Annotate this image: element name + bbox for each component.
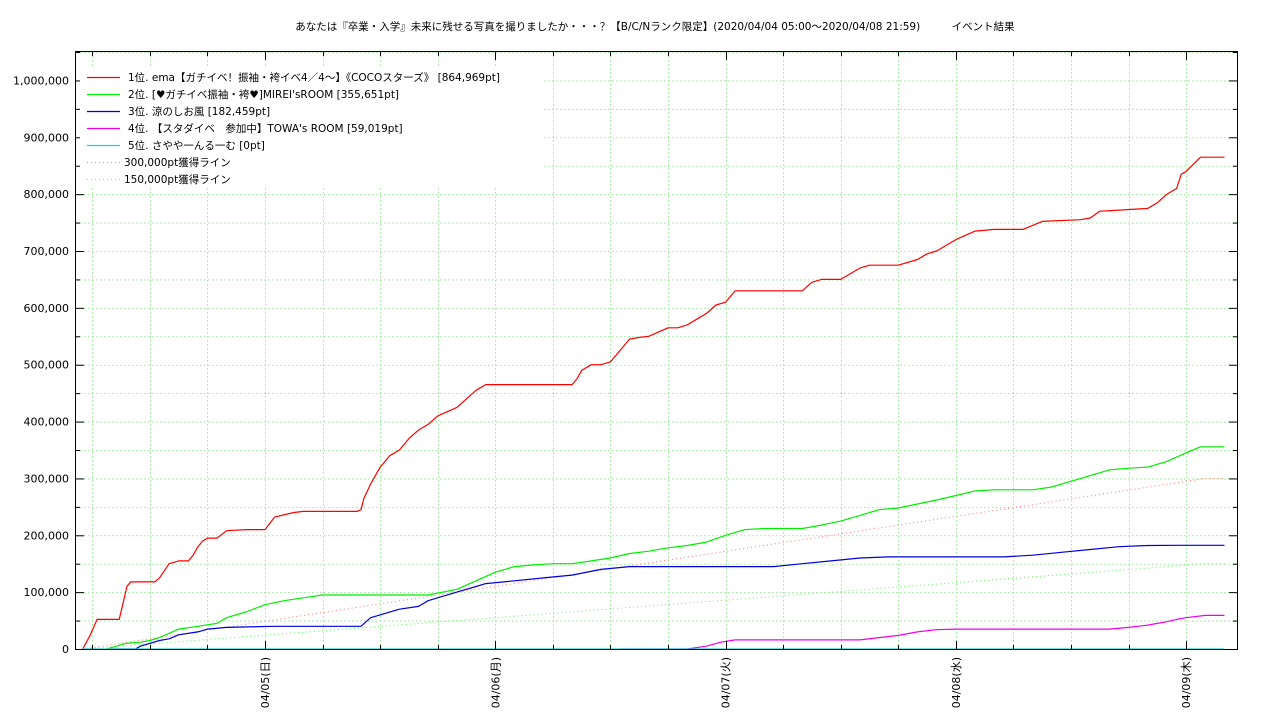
legend-entry: 300,000pt獲得ライン <box>124 156 231 169</box>
legend: 1位. ema【ガチイベ！振袖・袴イベ4／4〜】《COCOスターズ》 [864,… <box>80 66 544 188</box>
reference-lines <box>82 477 1225 650</box>
x-tick-label: 04/08(水) <box>950 657 963 708</box>
legend-entry: 1位. ema【ガチイベ！振袖・袴イベ4／4〜】《COCOスターズ》 [864,… <box>128 71 500 84</box>
legend-entry: 5位. さやや一んる一む [0pt] <box>128 139 265 152</box>
series-line-3 <box>111 544 1225 650</box>
y-tick-label: 900,000 <box>24 131 70 144</box>
legend-background <box>80 66 544 188</box>
x-tick-label: 04/06(月) <box>489 657 502 708</box>
y-tick-label: 200,000 <box>24 529 70 542</box>
y-tick-label: 700,000 <box>24 245 70 258</box>
series-line-6 <box>82 477 1225 650</box>
x-tick-label: 04/07(火) <box>720 657 733 708</box>
axes: 0 100,000 200,000 300,000 400,000 500,000 600,… <box>13 52 1237 708</box>
x-tick-label: 04/09(木) <box>1180 657 1193 708</box>
legend-entry: 3位. 涼のしお風 [182,459pt] <box>128 105 270 118</box>
legend-entry: 2位. [♥ガチイベ振袖・袴♥]MIREI'sROOM [355,651pt] <box>128 88 399 101</box>
y-tick-label: 500,000 <box>24 359 70 372</box>
x-tick-label: 04/05(日) <box>259 657 272 708</box>
y-tick-label: 300,000 <box>24 472 70 485</box>
y-tick-label: 100,000 <box>24 586 70 599</box>
y-tick-label: 600,000 <box>24 302 70 315</box>
y-tick-label: 800,000 <box>24 188 70 201</box>
legend-entry: 4位. 【スタダイベ 参加中】TOWA's ROOM [59,019pt] <box>128 122 403 135</box>
series-line-1 <box>82 156 1225 650</box>
series-lines <box>82 156 1225 650</box>
y-tick-label: 1,000,000 <box>13 74 69 87</box>
series-line-2 <box>106 446 1225 650</box>
y-tick-label: 400,000 <box>24 416 70 429</box>
series-line-4 <box>620 614 1225 650</box>
plot-frame <box>75 51 1238 650</box>
y-tick-label: 0 <box>62 643 69 656</box>
legend-entry: 150,000pt獲得ライン <box>124 173 231 186</box>
chart-title: あなたは『卒業・入学』未来に残せる写真を撮りましたか・・・？【B/C/Nランク限… <box>295 20 1015 33</box>
series-line-7 <box>82 563 1225 650</box>
